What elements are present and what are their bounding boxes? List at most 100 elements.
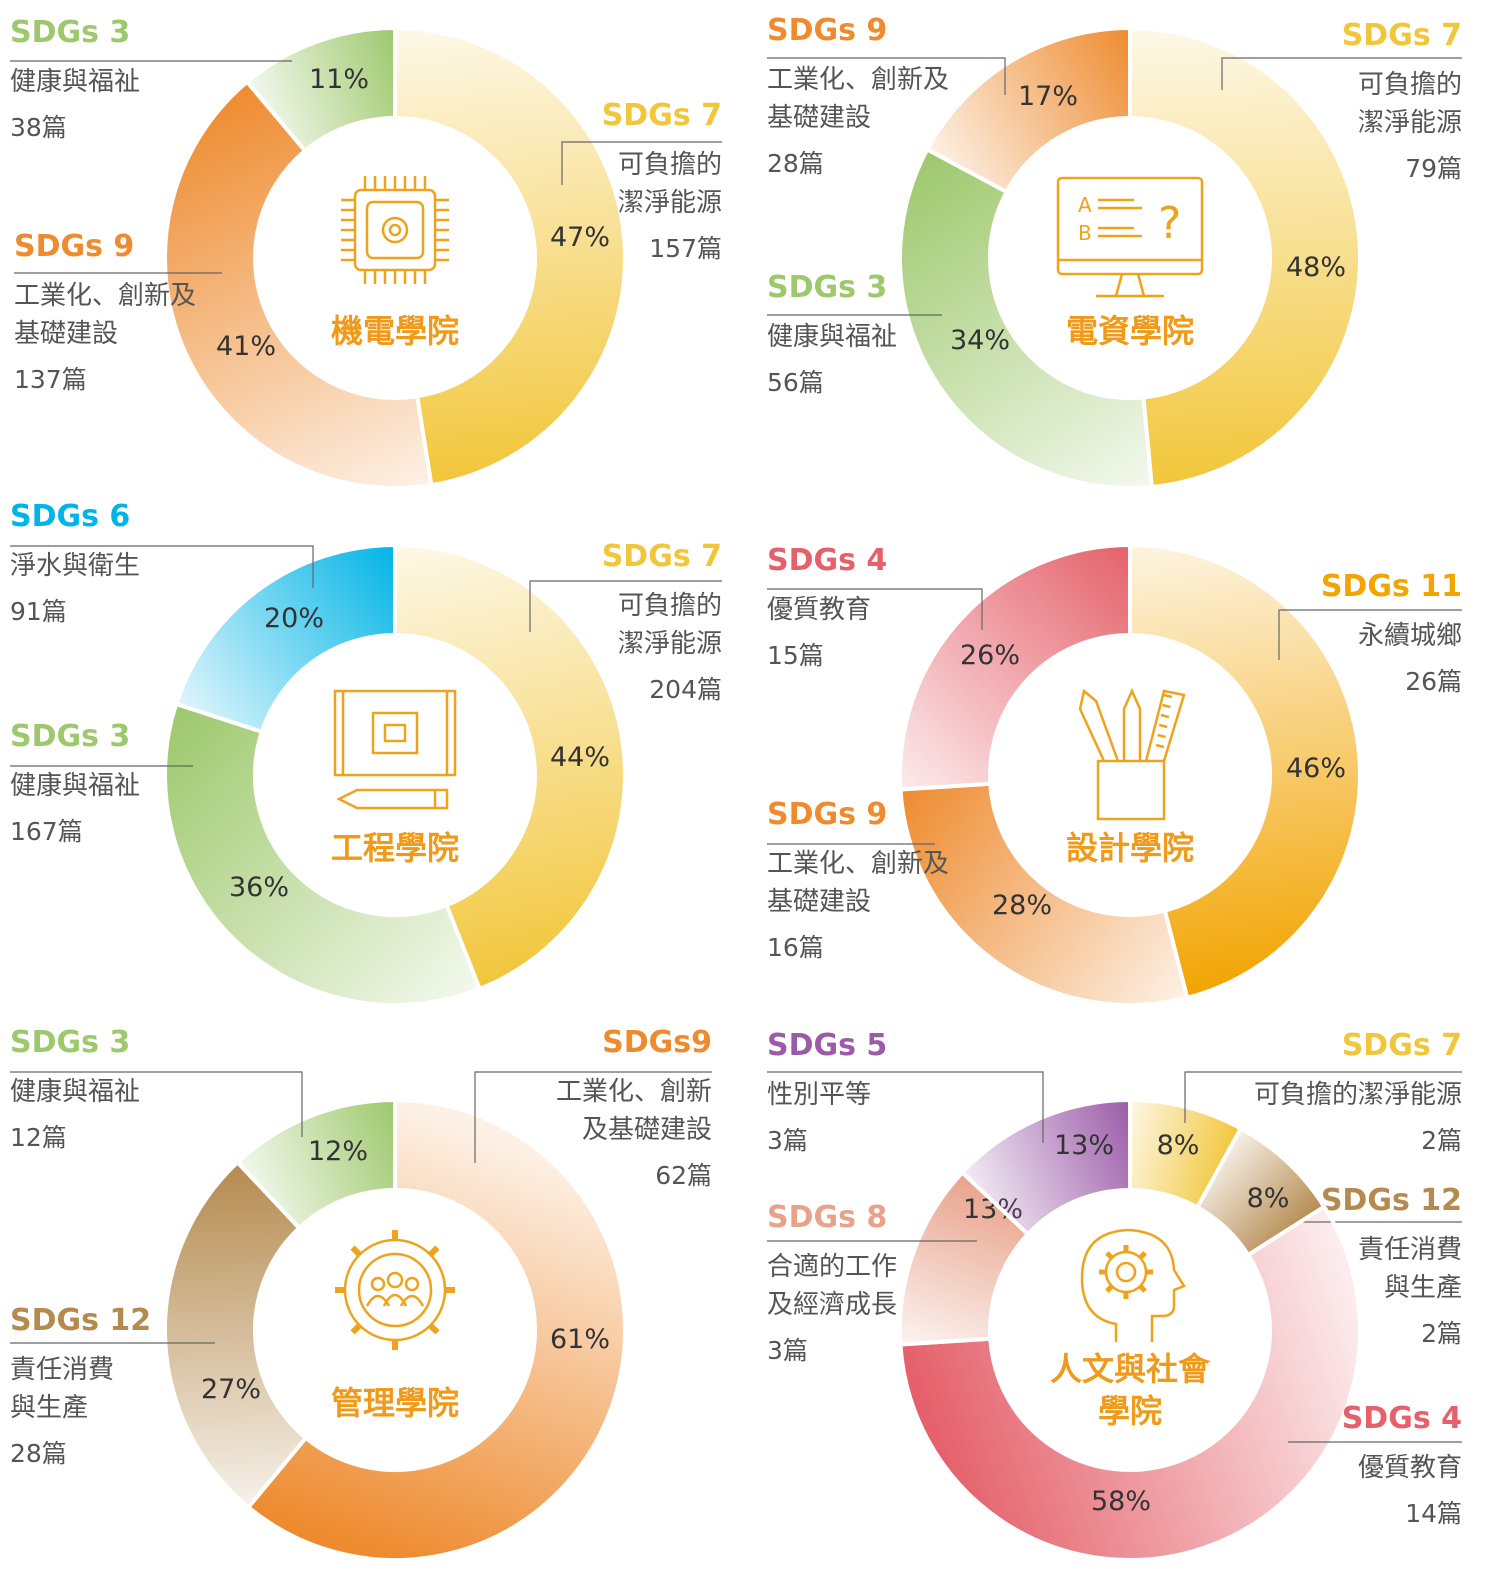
leader-line <box>1184 1071 1462 1123</box>
donut-chart-1: 47% SDGs 7 可負擔的潔淨能源 157篇 41% SDGs 9 工業化、創新及基礎建… <box>10 15 722 490</box>
sdg-goal-label: SDGs 6 <box>10 499 130 534</box>
paper-count: 137篇 <box>14 365 87 394</box>
paper-count: 204篇 <box>649 675 722 704</box>
paper-count: 14篇 <box>1405 1499 1462 1528</box>
donut-slice <box>245 1097 627 1562</box>
slice-percent-label: 11% <box>309 64 369 95</box>
chip-icon <box>341 176 449 284</box>
sdg-description: 可負擔的 <box>618 150 722 180</box>
sdg-goal-label: SDGs 7 <box>602 98 722 133</box>
sdg-description: 性別平等 <box>767 1080 871 1110</box>
leader-line <box>767 1071 1044 1143</box>
sdg-goal-label: SDGs 3 <box>767 270 887 305</box>
sdg-goal-label: SDGs9 <box>602 1025 712 1060</box>
donut-slice <box>898 781 1190 1007</box>
donut-slice <box>898 146 1155 490</box>
sdg-description: 健康與福祉 <box>767 322 897 352</box>
sdg-description: 責任消費 <box>1358 1235 1462 1265</box>
head-gear-icon <box>1080 1228 1186 1342</box>
sdg-goal-label: SDGs 9 <box>767 13 887 48</box>
sdg-description: 及經濟成長 <box>767 1290 897 1320</box>
slice-percent-label: 8% <box>1247 1183 1290 1214</box>
paper-count: 28篇 <box>767 149 824 178</box>
paper-count: 3篇 <box>767 1126 808 1155</box>
sdg-goal-label: SDGs 7 <box>602 539 722 574</box>
slice-percent-label: 28% <box>992 890 1052 921</box>
sdg-goal-label: SDGs 3 <box>10 1025 130 1060</box>
sdg-goal-label: SDGs 4 <box>767 543 887 578</box>
slice-percent-label: 41% <box>216 331 276 362</box>
option-b-glyph: B <box>1078 221 1092 245</box>
slice-percent-label: 20% <box>264 603 324 634</box>
sdg-description: 可負擔的 <box>618 591 722 621</box>
paper-count: 157篇 <box>649 234 722 263</box>
sdg-goal-label: SDGs 12 <box>10 1303 151 1338</box>
donut-chart-2: 48% SDGs 7 可負擔的潔淨能源 79篇 34% SDGs 3 健康與福祉 56篇 17%… <box>767 13 1462 490</box>
sdg-description: 基礎建設 <box>767 103 871 133</box>
sdg-goal-label: SDGs 8 <box>767 1200 887 1235</box>
donut-slice <box>244 25 397 154</box>
sdg-description: 潔淨能源 <box>1358 108 1462 138</box>
donut-slice <box>163 701 483 1007</box>
leader-line <box>10 545 314 588</box>
donut-slice <box>173 542 397 735</box>
sdg-goal-label: SDGs 9 <box>767 797 887 832</box>
donut-slice <box>1128 542 1362 1001</box>
sdg-goal-label: SDGs 11 <box>1321 569 1462 604</box>
slice-percent-label: 12% <box>308 1136 368 1167</box>
slice-percent-label: 44% <box>550 742 610 773</box>
donut-slice <box>234 1097 397 1231</box>
sdg-description: 與生產 <box>10 1393 88 1423</box>
slice-percent-label: 47% <box>550 222 610 253</box>
donut-slice <box>393 542 628 992</box>
question-glyph: ? <box>1158 198 1181 249</box>
paper-count: 3篇 <box>767 1336 808 1365</box>
sdg-description: 健康與福祉 <box>10 771 140 801</box>
donut-chart-3: 44% SDGs 7 可負擔的潔淨能源 204篇 36% SDGs 3 健康與福祉 167篇 2… <box>10 499 722 1007</box>
donut-slice <box>163 78 434 490</box>
sdg-description: 及基礎建設 <box>582 1115 712 1145</box>
sdg-goal-label: SDGs 3 <box>10 15 130 50</box>
paper-count: 26篇 <box>1405 667 1462 696</box>
sdg-goal-label: SDGs 7 <box>1342 1028 1462 1063</box>
sdg-description: 優質教育 <box>1358 1453 1462 1483</box>
college-title: 人文與社會 <box>1050 1350 1211 1388</box>
sdg-description: 合適的工作 <box>767 1252 897 1282</box>
option-a-glyph: A <box>1078 193 1092 217</box>
sdg-description: 健康與福祉 <box>10 67 140 97</box>
leader-line <box>10 1071 303 1137</box>
paper-count: 38篇 <box>10 113 67 142</box>
donut-slice <box>163 1159 309 1511</box>
sdg-description: 工業化、創新及 <box>767 849 949 879</box>
paper-count: 2篇 <box>1421 1319 1462 1348</box>
sdg-goal-label: SDGs 12 <box>1321 1183 1462 1218</box>
sdg-description: 健康與福祉 <box>10 1077 140 1107</box>
sdg-description: 與生產 <box>1384 1273 1462 1303</box>
sdg-description: 淨水與衛生 <box>10 551 140 581</box>
donut-slice <box>393 25 627 488</box>
paper-count: 15篇 <box>767 641 824 670</box>
pencil-cup-icon <box>1078 687 1186 821</box>
leader-line <box>561 141 722 185</box>
leader-line <box>767 588 983 630</box>
leader-line <box>1278 609 1462 660</box>
sdg-description: 潔淨能源 <box>618 188 722 218</box>
sdg-description: 工業化、創新及 <box>14 281 196 311</box>
donut-slice <box>1128 25 1362 490</box>
blueprint-icon <box>333 689 457 810</box>
leader-line <box>767 57 1006 95</box>
sdg-description: 可負擔的潔淨能源 <box>1254 1080 1462 1110</box>
sdg-description: 責任消費 <box>10 1355 114 1385</box>
donut-slice <box>924 25 1132 195</box>
paper-count: 62篇 <box>655 1161 712 1190</box>
slice-percent-label: 13% <box>1054 1130 1114 1161</box>
slice-percent-label: 36% <box>229 872 289 903</box>
leader-line <box>529 580 722 632</box>
slice-percent-label: 17% <box>1018 81 1078 112</box>
sdg-goal-label: SDGs 5 <box>767 1028 887 1063</box>
sdg-description: 優質教育 <box>767 595 871 625</box>
slice-percent-label: 34% <box>950 325 1010 356</box>
